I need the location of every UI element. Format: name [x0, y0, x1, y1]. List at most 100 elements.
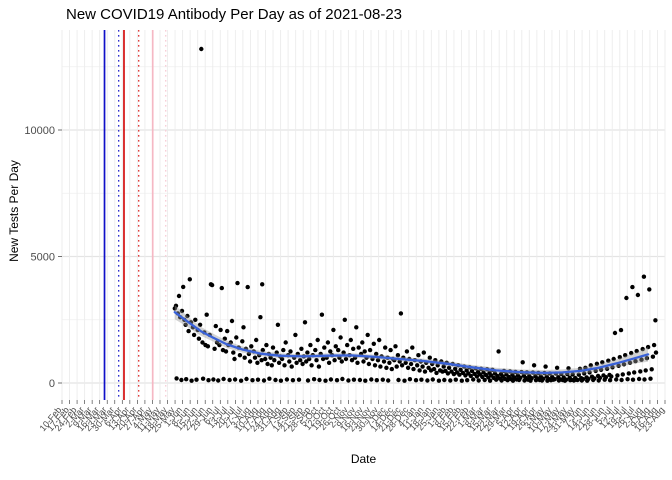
- data-point: [563, 377, 569, 382]
- data-point: [552, 377, 557, 382]
- y-axis-title: New Tests Per Day: [7, 160, 21, 262]
- data-point: [317, 377, 322, 383]
- data-point: [510, 378, 516, 383]
- data-point: [334, 378, 340, 383]
- data-point: [194, 377, 199, 382]
- data-point: [641, 274, 647, 279]
- data-point: [255, 377, 261, 382]
- data-point: [274, 350, 279, 355]
- data-point: [643, 368, 648, 373]
- data-point: [219, 285, 224, 291]
- data-point: [298, 358, 303, 363]
- data-point: [403, 360, 408, 365]
- data-point: [278, 378, 284, 383]
- data-point: [187, 277, 192, 282]
- data-point: [361, 359, 366, 364]
- data-point: [240, 339, 245, 344]
- data-point: [229, 318, 235, 324]
- data-point: [597, 375, 603, 381]
- data-point: [264, 342, 269, 348]
- data-point: [183, 322, 188, 327]
- data-point: [469, 368, 475, 374]
- data-point: [617, 355, 622, 360]
- data-point: [305, 378, 311, 383]
- data-point: [377, 337, 382, 343]
- data-point: [366, 361, 372, 367]
- data-point: [388, 347, 393, 353]
- data-point: [204, 312, 209, 317]
- data-point: [213, 323, 218, 329]
- data-point: [634, 348, 639, 354]
- data-point: [624, 295, 629, 301]
- data-point: [371, 341, 376, 346]
- data-point: [410, 345, 415, 350]
- y-tick-label: 10000: [24, 125, 55, 137]
- data-point: [609, 374, 614, 379]
- data-point: [436, 378, 442, 383]
- data-point: [217, 342, 222, 348]
- data-point: [247, 359, 253, 364]
- data-point: [496, 349, 501, 354]
- data-point: [653, 350, 659, 355]
- data-point: [355, 360, 360, 365]
- data-point: [320, 356, 326, 362]
- data-point: [541, 376, 546, 381]
- data-point: [270, 345, 276, 350]
- data-point: [354, 325, 359, 330]
- data-point: [319, 312, 325, 317]
- data-point: [343, 356, 349, 362]
- data-point: [250, 378, 255, 383]
- data-point: [453, 377, 458, 382]
- data-point: [543, 364, 548, 369]
- data-point: [225, 328, 230, 334]
- data-point: [223, 349, 229, 354]
- data-point: [446, 365, 452, 370]
- data-point: [252, 355, 258, 360]
- data-point: [191, 332, 197, 338]
- data-point: [228, 340, 233, 345]
- data-point: [629, 350, 634, 356]
- data-point: [193, 317, 198, 322]
- data-point: [384, 365, 389, 370]
- data-point: [293, 332, 298, 338]
- data-point: [232, 356, 237, 362]
- data-point: [606, 358, 611, 363]
- data-point: [612, 330, 618, 336]
- data-point: [633, 359, 638, 364]
- data-point: [594, 361, 600, 366]
- data-point: [582, 371, 587, 376]
- data-point: [181, 284, 186, 290]
- data-point: [272, 358, 277, 363]
- data-point: [459, 378, 464, 383]
- data-point: [644, 356, 650, 361]
- data-point: [588, 363, 593, 368]
- smooth-line: [173, 311, 650, 375]
- data-point: [576, 372, 581, 377]
- data-point: [273, 377, 278, 383]
- data-point: [570, 372, 575, 377]
- data-point: [626, 371, 631, 376]
- data-point: [265, 361, 270, 367]
- data-point: [425, 378, 430, 383]
- data-point: [340, 376, 345, 382]
- data-point: [642, 377, 647, 382]
- data-point: [639, 357, 644, 362]
- data-point: [227, 377, 232, 383]
- data-point: [309, 363, 314, 368]
- data-point: [413, 378, 419, 383]
- data-point: [442, 377, 447, 383]
- data-point: [587, 370, 592, 375]
- data-point: [651, 342, 657, 348]
- data-point: [611, 356, 616, 362]
- data-point: [380, 377, 385, 382]
- data-point: [395, 353, 401, 358]
- data-point: [615, 373, 620, 378]
- data-point: [176, 293, 182, 299]
- data-point: [636, 376, 642, 382]
- data-point: [305, 350, 310, 355]
- data-point: [417, 368, 422, 373]
- data-point: [604, 366, 610, 371]
- data-point: [322, 345, 327, 350]
- data-point: [185, 313, 190, 319]
- data-point: [494, 377, 499, 382]
